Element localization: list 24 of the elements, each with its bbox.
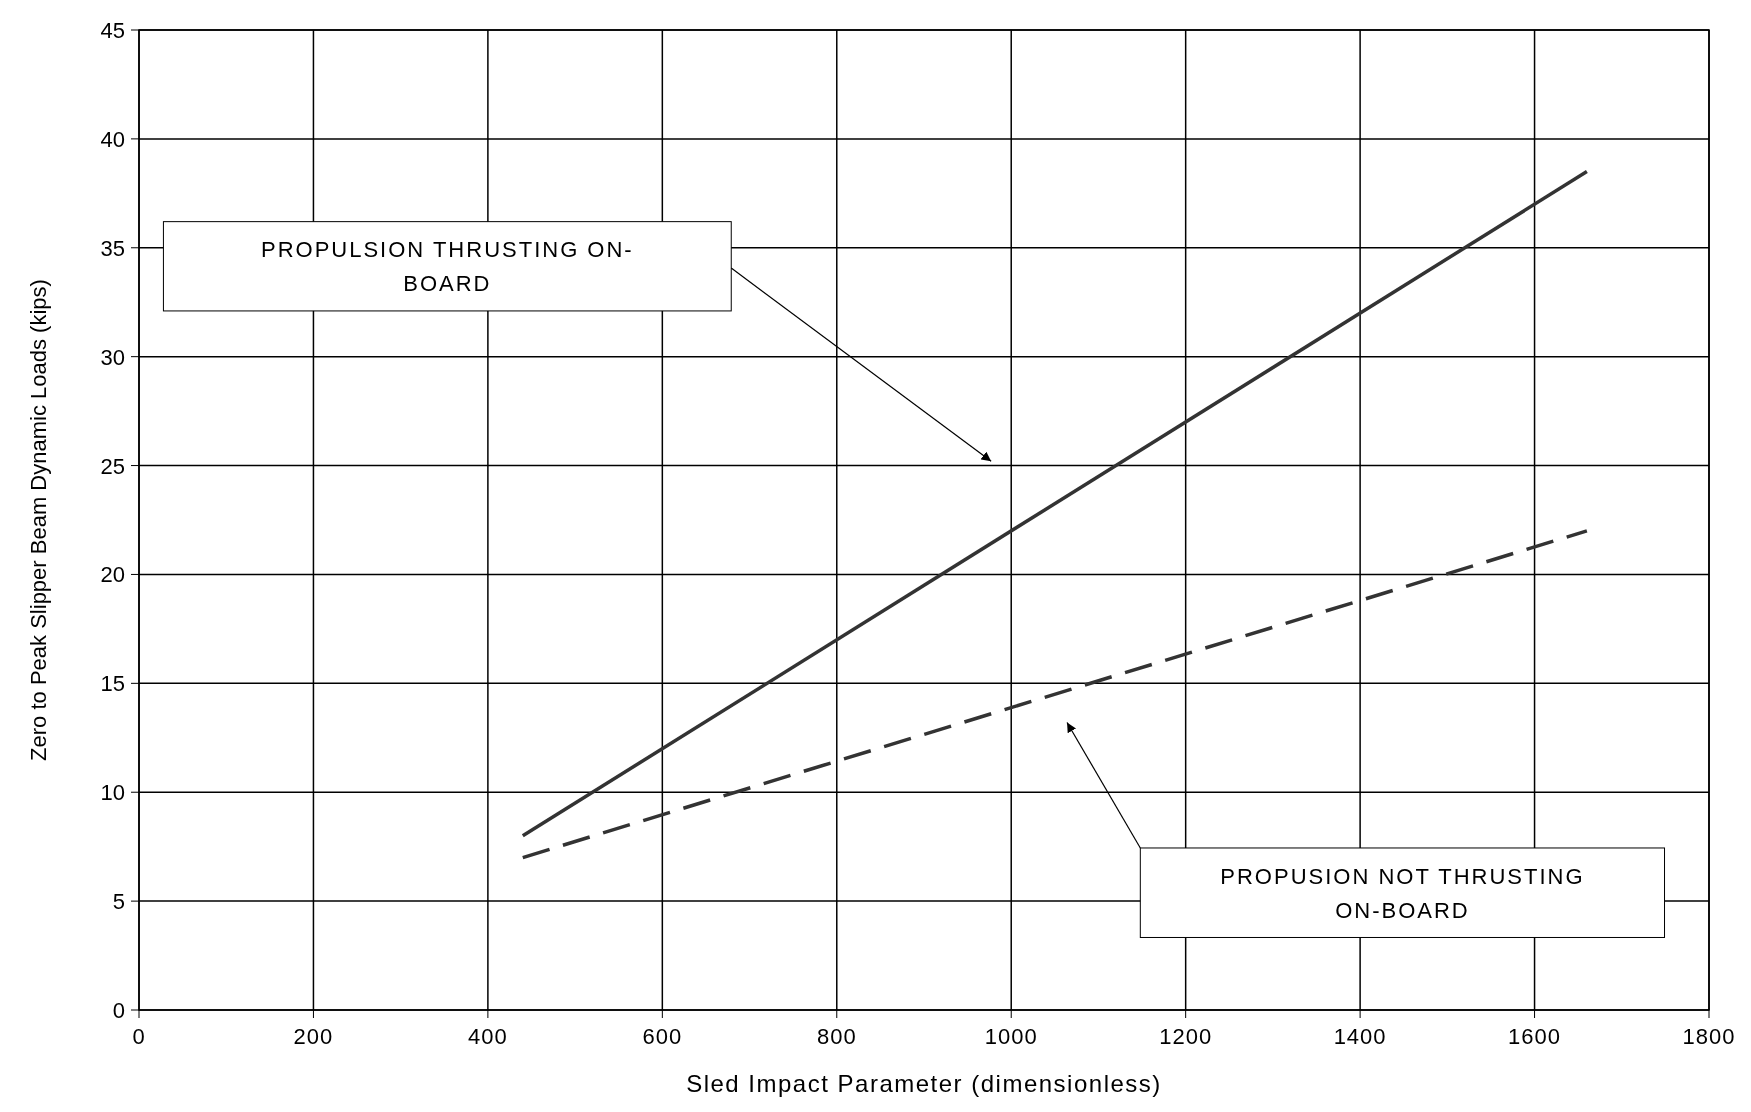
y-tick-label: 0 [112,998,125,1023]
x-tick-label: 1800 [1682,1024,1736,1049]
x-tick-label: 1600 [1508,1024,1562,1049]
annotation: PROPUSION NOT THRUSTING ON-BOARD [1220,863,1585,923]
x-tick-label: 1000 [984,1024,1038,1049]
x-tick-label: 200 [293,1024,334,1049]
x-tick-label: 1200 [1159,1024,1213,1049]
annotation: PROPULSION THRUSTING ON-BOARD [260,237,634,297]
x-tick-label: 800 [816,1024,857,1049]
y-tick-label: 35 [100,235,125,261]
y-tick-label: 45 [100,18,125,43]
x-tick-label: 400 [468,1024,508,1049]
y-tick-label: 10 [100,780,125,806]
y-tick-label: 15 [100,671,125,697]
y-axis-title: Zero to Peak Slipper Beam Dynamic Loads (kips) [26,279,51,761]
x-tick-label: 0 [132,1024,146,1049]
y-tick-label: 40 [100,126,125,152]
x-axis-title: Sled Impact Parameter (dimensionless) [686,1070,1162,1097]
x-tick-label: 1400 [1333,1024,1387,1049]
y-tick-label: 20 [100,562,125,588]
y-tick-label: 25 [100,453,125,479]
y-tick-label: 30 [100,344,125,370]
x-tick-label: 600 [642,1024,683,1049]
y-tick-label: 5 [112,889,125,915]
